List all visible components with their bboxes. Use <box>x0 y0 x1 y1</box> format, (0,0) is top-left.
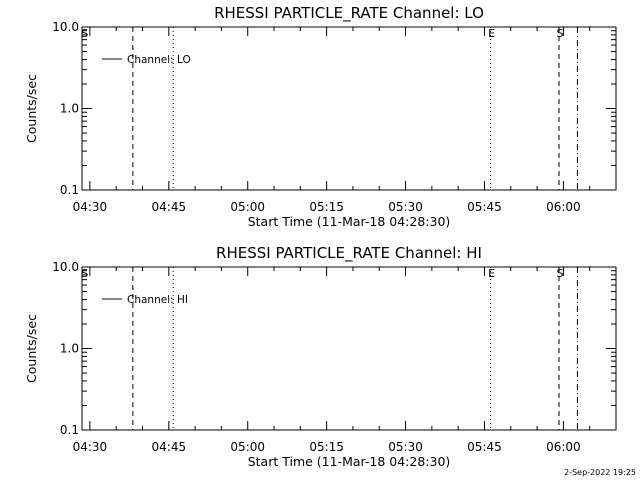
x-tick-label: 06:00 <box>546 440 581 454</box>
x-tick-label: 04:30 <box>73 440 108 454</box>
chart-title: RHESSI PARTICLE_RATE Channel: LO <box>214 4 484 23</box>
x-tick-label: 04:45 <box>152 200 187 214</box>
event-marker-label: S <box>557 27 564 40</box>
event-marker-label: S <box>557 267 564 280</box>
footer-timestamp: 2-Sep-2022 19:25 <box>564 468 636 477</box>
y-tick-label: 0.1 <box>60 183 79 197</box>
x-tick-label: 05:30 <box>388 200 423 214</box>
x-tick-label: 05:00 <box>230 200 265 214</box>
event-marker-label: E <box>488 267 495 280</box>
x-tick-label: 04:30 <box>73 200 108 214</box>
y-tick-label: 1.0 <box>60 342 79 356</box>
x-tick-label: 05:15 <box>309 200 344 214</box>
x-tick-label: 05:45 <box>467 200 502 214</box>
y-tick-label: 1.0 <box>60 102 79 116</box>
y-tick-label: 10.0 <box>52 260 79 274</box>
event-marker-label: E <box>488 27 495 40</box>
y-axis-label: Counts/sec <box>24 74 39 143</box>
x-tick-label: 04:45 <box>152 440 187 454</box>
event-marker-label: S <box>81 27 88 40</box>
y-axis-label: Counts/sec <box>24 314 39 383</box>
event-marker-label: S <box>81 267 88 280</box>
y-tick-label: 10.0 <box>52 20 79 34</box>
x-tick-label: 05:30 <box>388 440 423 454</box>
chart-title: RHESSI PARTICLE_RATE Channel: HI <box>216 244 482 263</box>
x-tick-label: 05:00 <box>230 440 265 454</box>
x-tick-label: 06:00 <box>546 200 581 214</box>
x-tick-label: 05:45 <box>467 440 502 454</box>
y-tick-label: 0.1 <box>60 423 79 437</box>
x-axis-label: Start Time (11-Mar-18 04:28:30) <box>248 214 451 229</box>
legend-entry: Channel: HI <box>127 294 188 306</box>
legend-entry: Channel: LO <box>127 54 191 66</box>
x-tick-label: 05:15 <box>309 440 344 454</box>
x-axis-label: Start Time (11-Mar-18 04:28:30) <box>248 454 451 469</box>
chart-panel-0: RHESSI PARTICLE_RATE Channel: LO 04:30 04:… <box>24 4 617 229</box>
chart-panel-1: RHESSI PARTICLE_RATE Channel: HI 04:30 04:… <box>24 244 617 469</box>
